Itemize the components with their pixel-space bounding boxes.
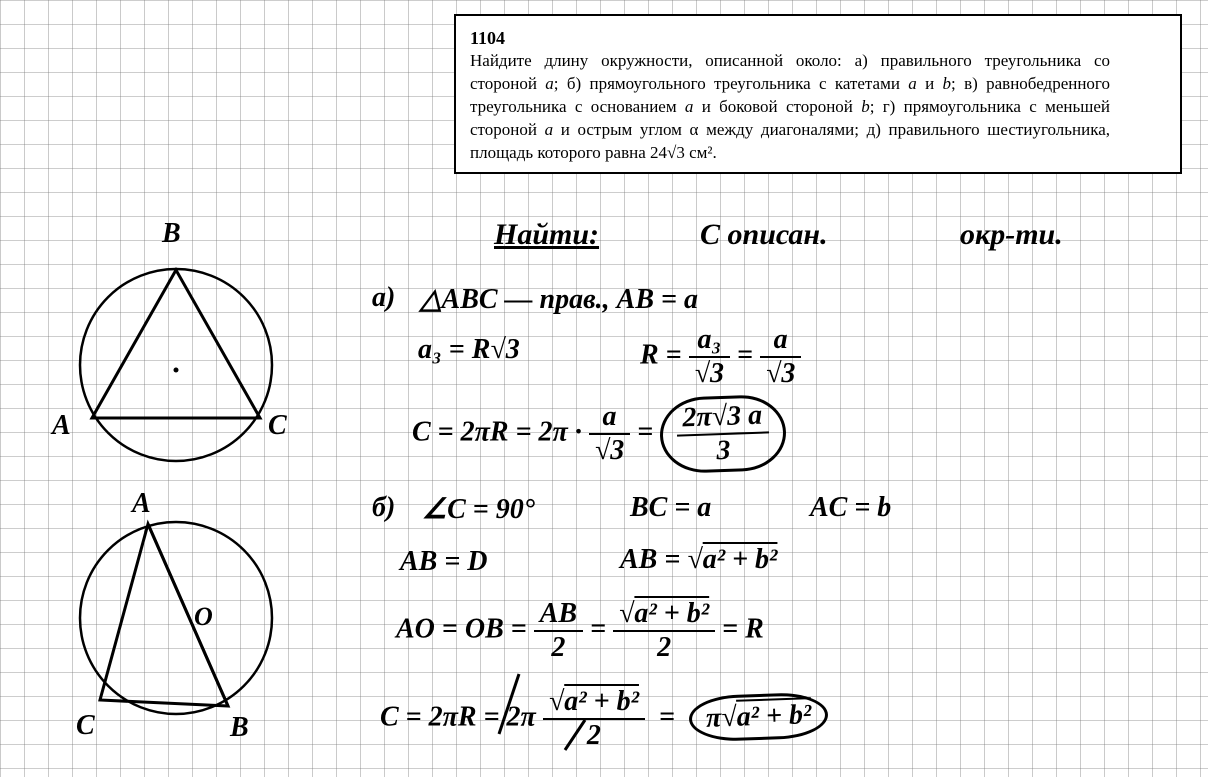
figure-b-circle-right-triangle xyxy=(60,500,300,740)
part-a-line2-r: R = a₃√3 = a√3 xyxy=(640,326,801,388)
part-b-label: б) xyxy=(372,492,395,524)
figure-a-label-b: B xyxy=(162,218,181,250)
part-b-line3: AO = OB = AB2 = √a² + b²2 = R xyxy=(396,600,764,662)
part-b-given3: AC = b xyxy=(810,492,891,524)
cancel-stroke-2-icon xyxy=(561,716,591,756)
figure-a-label-a: A xyxy=(52,410,71,442)
part-b-line4: C = 2πR = 2π √a² + b²2 = π√a² + b² xyxy=(380,688,828,750)
part-a-line3: C = 2πR = 2π · a√3 = 2π√3 a3 xyxy=(412,396,786,472)
figure-a-label-c: C xyxy=(268,410,287,442)
cancel-stroke-1-icon xyxy=(495,670,525,740)
part-b-line2-right: AB = √a² + b² xyxy=(620,544,777,576)
part-a-line2-left: a₃ = R√3 xyxy=(418,334,520,366)
heading-described: C описан. xyxy=(700,218,828,252)
part-a-given: △ABC — прав., AB = a xyxy=(420,282,698,316)
figure-b-label-a: A xyxy=(132,488,151,520)
figure-b-label-c: C xyxy=(76,710,95,742)
problem-number: 1104 xyxy=(470,26,524,50)
part-a-label: а) xyxy=(372,282,395,314)
part-b-line2-left: AB = D xyxy=(400,546,488,578)
heading-find: Найти: xyxy=(494,218,599,252)
problem-text: Найдите длину окружности, описанной окол… xyxy=(470,50,1110,165)
part-b-given2: BC = a xyxy=(630,492,711,524)
figure-b-label-b: B xyxy=(230,712,249,744)
figure-b-label-o: O xyxy=(194,602,213,632)
heading-circle: окр-ти. xyxy=(960,218,1063,252)
part-b-given1: ∠C = 90° xyxy=(422,492,535,526)
part-b-answer-circled: π√a² + b² xyxy=(688,692,829,743)
figure-a-circle-triangle xyxy=(60,240,300,470)
part-a-answer-circled: 2π√3 a3 xyxy=(659,394,787,474)
problem-statement-box: 1104 Найдите длину окружности, описанной… xyxy=(454,14,1182,174)
